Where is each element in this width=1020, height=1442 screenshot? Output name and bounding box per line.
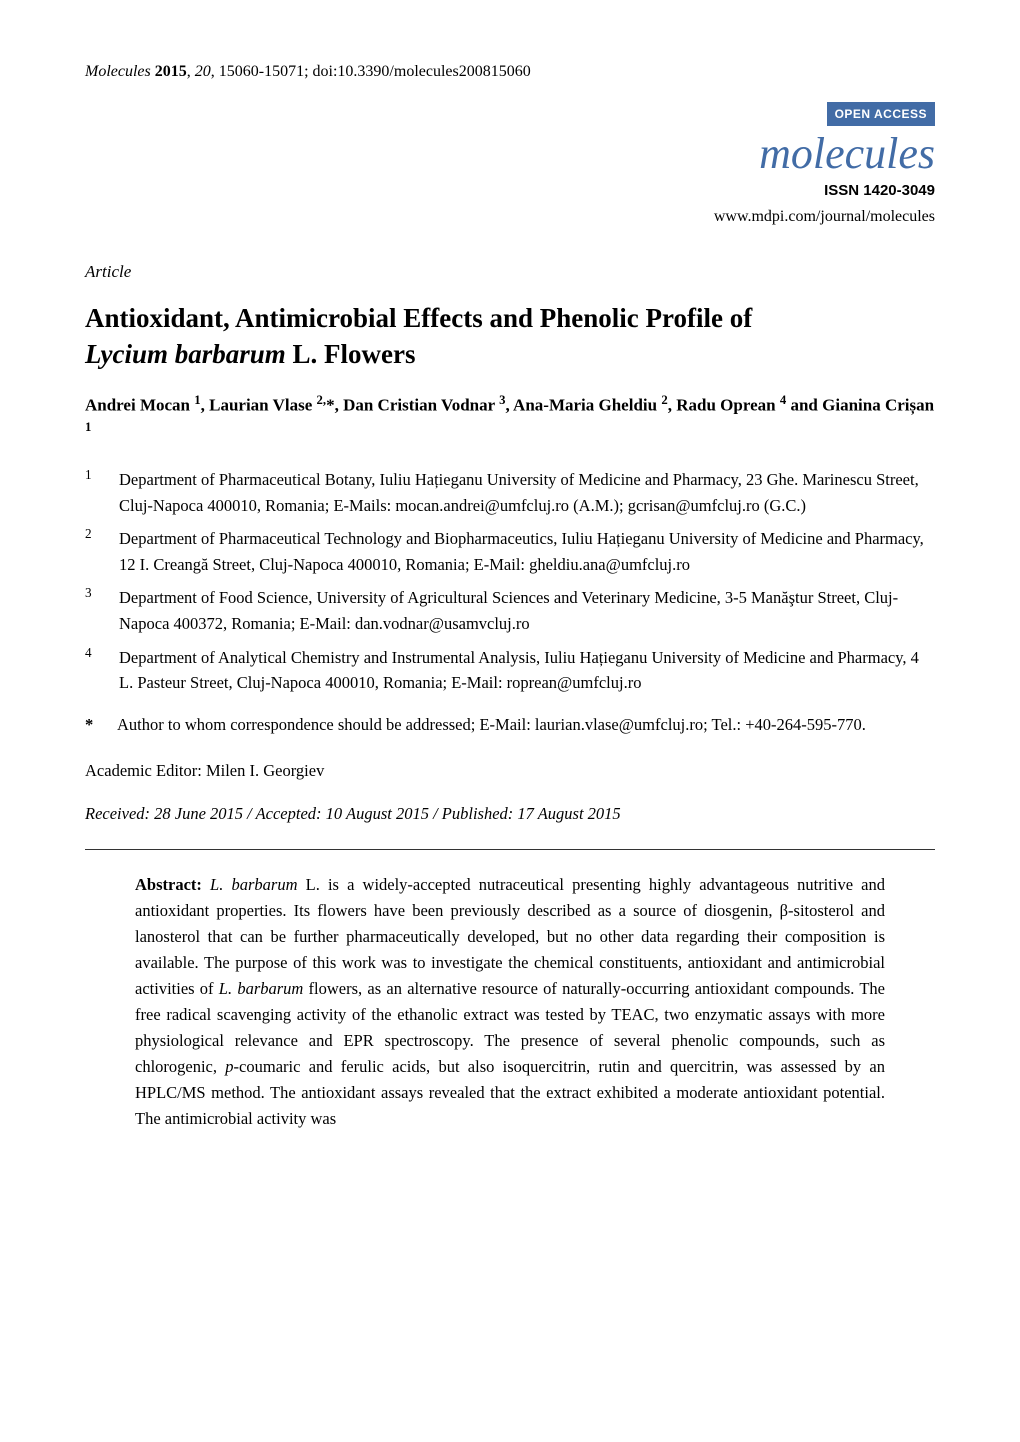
journal-logo: molecules — [85, 132, 935, 176]
article-dates: Received: 28 June 2015 / Accepted: 10 Au… — [85, 802, 935, 827]
abstract: Abstract: L. barbarum L. is a widely-acc… — [85, 872, 935, 1133]
journal-name: Molecules — [85, 63, 151, 80]
article-title: Antioxidant, Antimicrobial Effects and P… — [85, 300, 935, 373]
issn-line: ISSN 1420-3049 — [85, 180, 935, 203]
corresponding-star: * — [85, 712, 103, 738]
affiliation-number: 3 — [85, 583, 103, 634]
journal-url: www.mdpi.com/journal/molecules — [85, 205, 935, 229]
abstract-species: L. barbarum — [210, 875, 297, 894]
running-head: Molecules 2015, 20, 15060-15071; doi:10.… — [85, 60, 935, 84]
affiliation-text: Department of Pharmaceutical Botany, Iul… — [119, 467, 935, 518]
abstract-italic: p — [225, 1057, 233, 1076]
affiliation-number: 2 — [85, 524, 103, 575]
abstract-species: L. barbarum — [219, 979, 304, 998]
open-access-badge: OPEN ACCESS — [827, 102, 935, 126]
section-divider — [85, 849, 935, 850]
pub-year: 2015 — [155, 63, 187, 80]
affiliation-text: Department of Analytical Chemistry and I… — [119, 645, 935, 696]
doi: doi:10.3390/molecules200815060 — [313, 63, 531, 80]
abstract-text: -coumaric and ferulic acids, but also is… — [135, 1057, 885, 1128]
title-line2: L. Flowers — [286, 339, 416, 369]
page-range: 15060-15071 — [219, 63, 304, 80]
affiliation-list: 1 Department of Pharmaceutical Botany, I… — [85, 467, 935, 696]
title-species: Lycium barbarum — [85, 339, 286, 369]
article-type: Article — [85, 259, 935, 285]
affiliation-number: 1 — [85, 465, 103, 516]
affiliation-item: 4 Department of Analytical Chemistry and… — [85, 645, 935, 696]
abstract-label: Abstract: — [135, 875, 202, 894]
volume: 20 — [195, 63, 211, 80]
corresponding-text: Author to whom correspondence should be … — [117, 712, 935, 738]
affiliation-item: 3 Department of Food Science, University… — [85, 585, 935, 636]
affiliation-text: Department of Pharmaceutical Technology … — [119, 526, 935, 577]
corresponding-author: * Author to whom correspondence should b… — [85, 712, 935, 738]
affiliation-text: Department of Food Science, University o… — [119, 585, 935, 636]
author-list: Andrei Mocan 1, Laurian Vlase 2,*, Dan C… — [85, 391, 935, 445]
academic-editor: Academic Editor: Milen I. Georgiev — [85, 759, 935, 784]
affiliation-item: 1 Department of Pharmaceutical Botany, I… — [85, 467, 935, 518]
title-line1: Antioxidant, Antimicrobial Effects and P… — [85, 303, 752, 333]
affiliation-number: 4 — [85, 643, 103, 694]
journal-badge-block: OPEN ACCESS molecules ISSN 1420-3049 www… — [85, 102, 935, 229]
affiliation-item: 2 Department of Pharmaceutical Technolog… — [85, 526, 935, 577]
